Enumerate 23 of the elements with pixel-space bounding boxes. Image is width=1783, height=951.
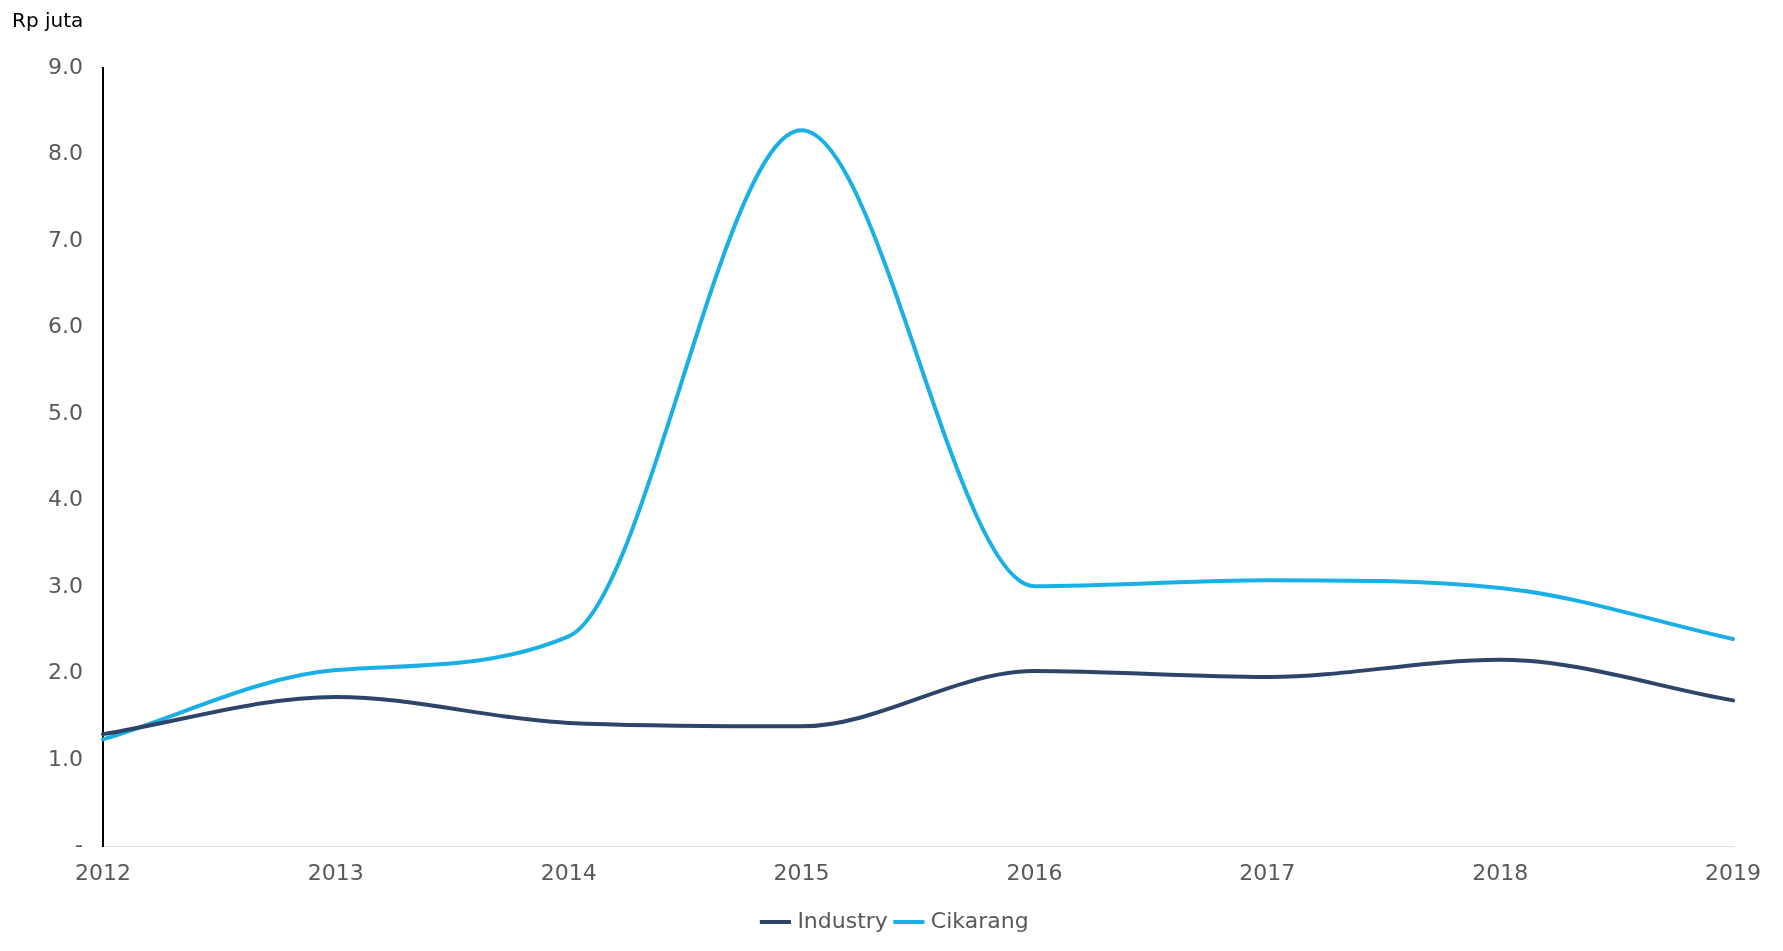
y-tick-label: - xyxy=(75,832,83,858)
line-series xyxy=(100,128,1736,742)
x-tick-label: 2013 xyxy=(307,859,364,885)
y-tick-label: 6.0 xyxy=(47,313,83,339)
x-tick-label: 2016 xyxy=(1006,859,1063,885)
x-tick-label: 2014 xyxy=(540,859,597,885)
y-tick-label: 4.0 xyxy=(47,486,83,512)
x-tick-label: 2019 xyxy=(1705,859,1762,885)
y-tick-label: 7.0 xyxy=(47,226,83,252)
x-tick-label: 2018 xyxy=(1472,859,1529,885)
y-tick-label: 9.0 xyxy=(47,53,83,79)
y-tick-label: 2.0 xyxy=(47,659,83,685)
line-series xyxy=(100,657,1736,737)
legend-label: Cikarang xyxy=(930,907,1029,933)
y-axis-title: Rp juta xyxy=(12,8,84,33)
y-tick-label: 3.0 xyxy=(47,572,83,598)
legend-label: Industry xyxy=(797,907,888,933)
x-tick-label: 2012 xyxy=(74,859,131,885)
x-tick-label: 2015 xyxy=(773,859,830,885)
x-tick-label: 2017 xyxy=(1239,859,1296,885)
y-tick-label: 8.0 xyxy=(47,140,83,166)
y-tick-label: 1.0 xyxy=(47,745,83,771)
y-tick-label: 5.0 xyxy=(47,399,83,425)
